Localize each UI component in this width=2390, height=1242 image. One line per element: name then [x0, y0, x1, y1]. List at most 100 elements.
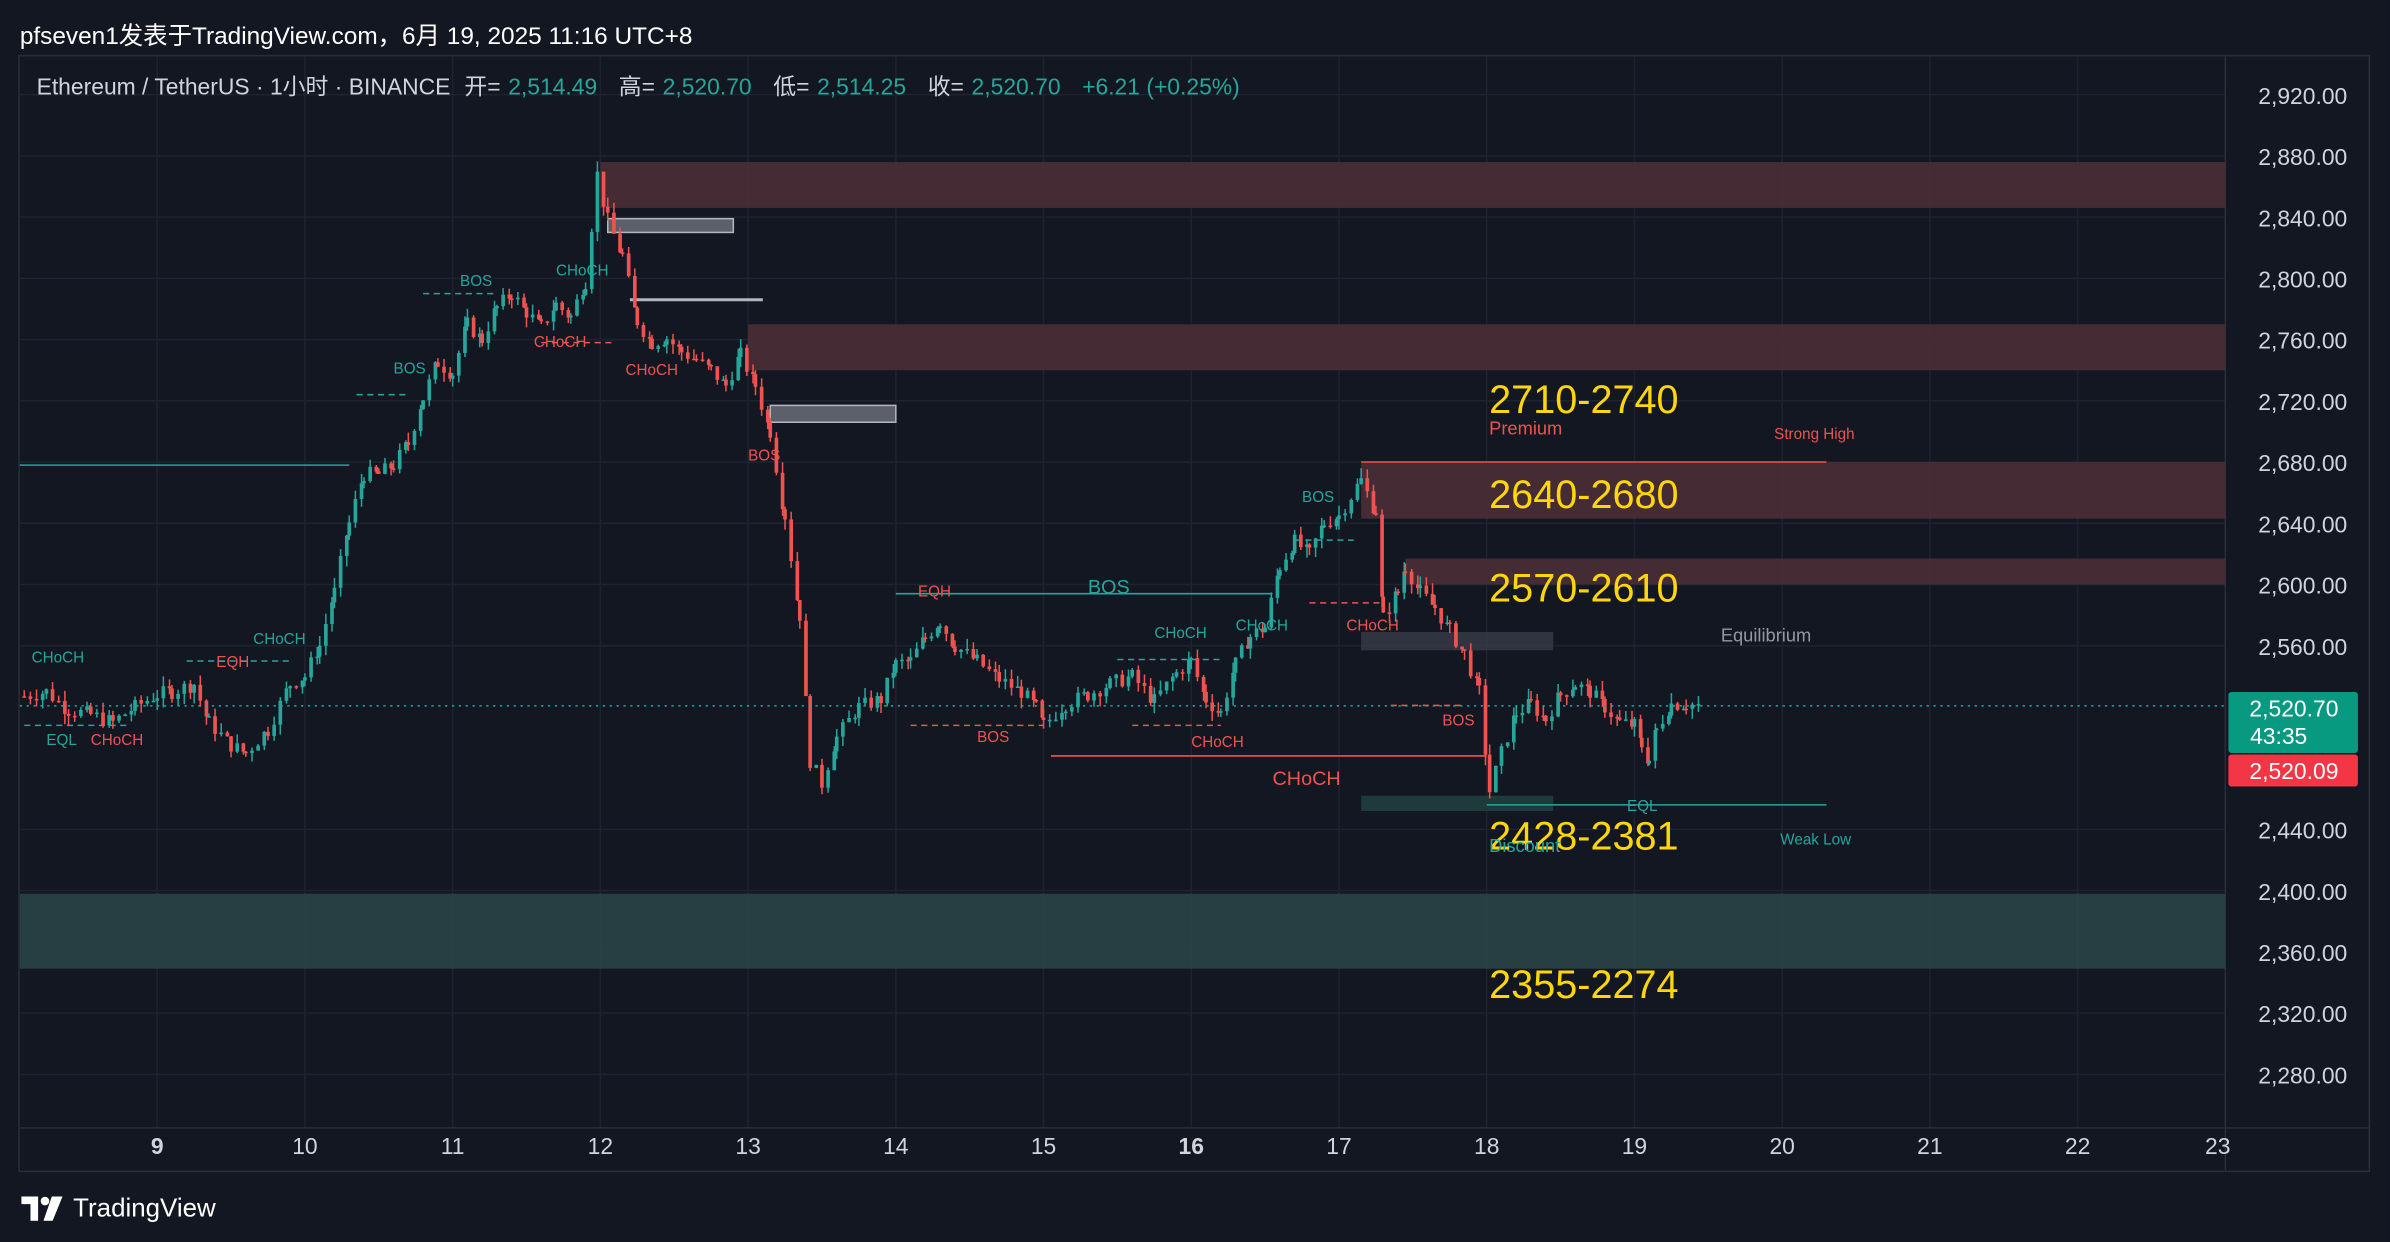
candle-body [477, 333, 482, 337]
candle-body [1343, 513, 1347, 516]
candle-body [1511, 715, 1516, 743]
candle-body [235, 743, 240, 752]
candle-body [170, 688, 174, 699]
candle-body [1269, 597, 1274, 628]
candle-body [241, 743, 246, 752]
candle-body [759, 386, 764, 410]
candle-body [774, 437, 779, 473]
structure-label: BOS [1442, 712, 1474, 729]
published-text: 发表于TradingView.com，6月 19, 2025 11:16 UTC… [118, 24, 693, 51]
x-tick-label: 19 [1622, 1133, 1647, 1159]
y-tick-label: 2,880.00 [2258, 144, 2347, 170]
structure-label: BOS [460, 273, 492, 290]
candle-body [397, 449, 402, 470]
candle-body [1319, 525, 1324, 539]
candle-body [418, 409, 423, 431]
candle-body [1535, 700, 1540, 716]
bid-price-tag [2228, 754, 2358, 787]
candle-body [1669, 703, 1674, 716]
candle-body [921, 637, 925, 649]
candle-body [1424, 585, 1429, 594]
y-tick-label: 2,760.00 [2258, 328, 2347, 354]
candle-body [1216, 711, 1221, 713]
candle-body [324, 624, 328, 646]
candle-body [1148, 685, 1153, 703]
candle-body [1239, 645, 1244, 658]
candle-body [151, 700, 156, 703]
structure-label: CHoCH [32, 650, 84, 667]
candle-body [79, 709, 83, 717]
candle-body [1638, 719, 1643, 738]
structure-label: CHoCH [534, 334, 586, 351]
x-tick-label: 15 [1031, 1133, 1056, 1159]
candle-body [536, 314, 541, 320]
candle-body [1415, 584, 1420, 589]
level-text-2: 2570-2610 [1489, 566, 1678, 610]
bar-countdown: 43:35 [2250, 723, 2307, 749]
candle-body [539, 319, 544, 322]
candle-body [22, 696, 27, 698]
x-tick-label: 16 [1179, 1133, 1204, 1159]
symbol-description[interactable]: Ethereum / TetherUS · 1小时 · BINANCE [36, 74, 451, 101]
candle-body [145, 700, 150, 704]
candle-body [1520, 712, 1525, 716]
x-tick-label: 12 [588, 1133, 613, 1159]
candle-body [1337, 515, 1341, 520]
candle-body [1462, 649, 1467, 651]
candle-body [524, 307, 529, 318]
candle-body [1617, 717, 1622, 720]
candle-body [376, 471, 381, 474]
x-tick-label: 17 [1326, 1133, 1351, 1159]
candle-body [213, 716, 217, 734]
candle-body [908, 657, 913, 661]
candle-body [315, 656, 320, 659]
candle-body [421, 400, 425, 410]
candle-body [1632, 719, 1637, 727]
y-tick-label: 2,800.00 [2258, 266, 2347, 292]
candle-body [1493, 765, 1498, 793]
candle-body [1060, 713, 1064, 720]
candle-body [129, 710, 134, 715]
candle-body [1475, 676, 1479, 678]
candle-body [795, 561, 800, 601]
candle-body [1120, 674, 1125, 687]
chart-frame[interactable] [18, 54, 2371, 1173]
x-tick-label: 21 [1917, 1133, 1942, 1159]
footer-brand[interactable]: TradingView [21, 1190, 216, 1227]
structure-label: BOS [977, 729, 1009, 746]
candle-body [914, 648, 919, 658]
candle-body [1630, 719, 1634, 727]
candle-body [176, 693, 180, 699]
candle-body [1063, 711, 1068, 714]
candle-body [1298, 534, 1303, 548]
candle-body [605, 206, 610, 213]
candle-body [1210, 702, 1215, 712]
candle-body [993, 669, 998, 672]
candle-body [768, 422, 773, 438]
candle-body [1086, 692, 1090, 701]
structure-label: CHoCH [625, 362, 677, 379]
candle-body [330, 602, 334, 625]
candle-body [1009, 678, 1014, 688]
candle-body [1031, 690, 1036, 701]
candle-body [612, 212, 616, 234]
candle-body [433, 362, 438, 380]
candle-body [1646, 747, 1650, 764]
candle-body [879, 696, 883, 704]
structure-label: CHoCH [1191, 734, 1243, 751]
candle-body [1543, 715, 1548, 722]
x-tick-label: 13 [735, 1133, 760, 1159]
candle-body [1189, 658, 1194, 660]
candle-body [1218, 711, 1223, 713]
ohlc-high: 高= 2,520.70 [618, 74, 752, 101]
candle-body [427, 379, 432, 401]
candle-body [1019, 686, 1024, 698]
candle-body [783, 509, 787, 520]
candle-body [167, 686, 172, 689]
candle-body [139, 699, 144, 704]
author-name[interactable]: pfseven1 [19, 24, 119, 51]
candle-body [117, 715, 121, 721]
candle-body [1585, 684, 1590, 686]
candle-body [463, 326, 467, 353]
